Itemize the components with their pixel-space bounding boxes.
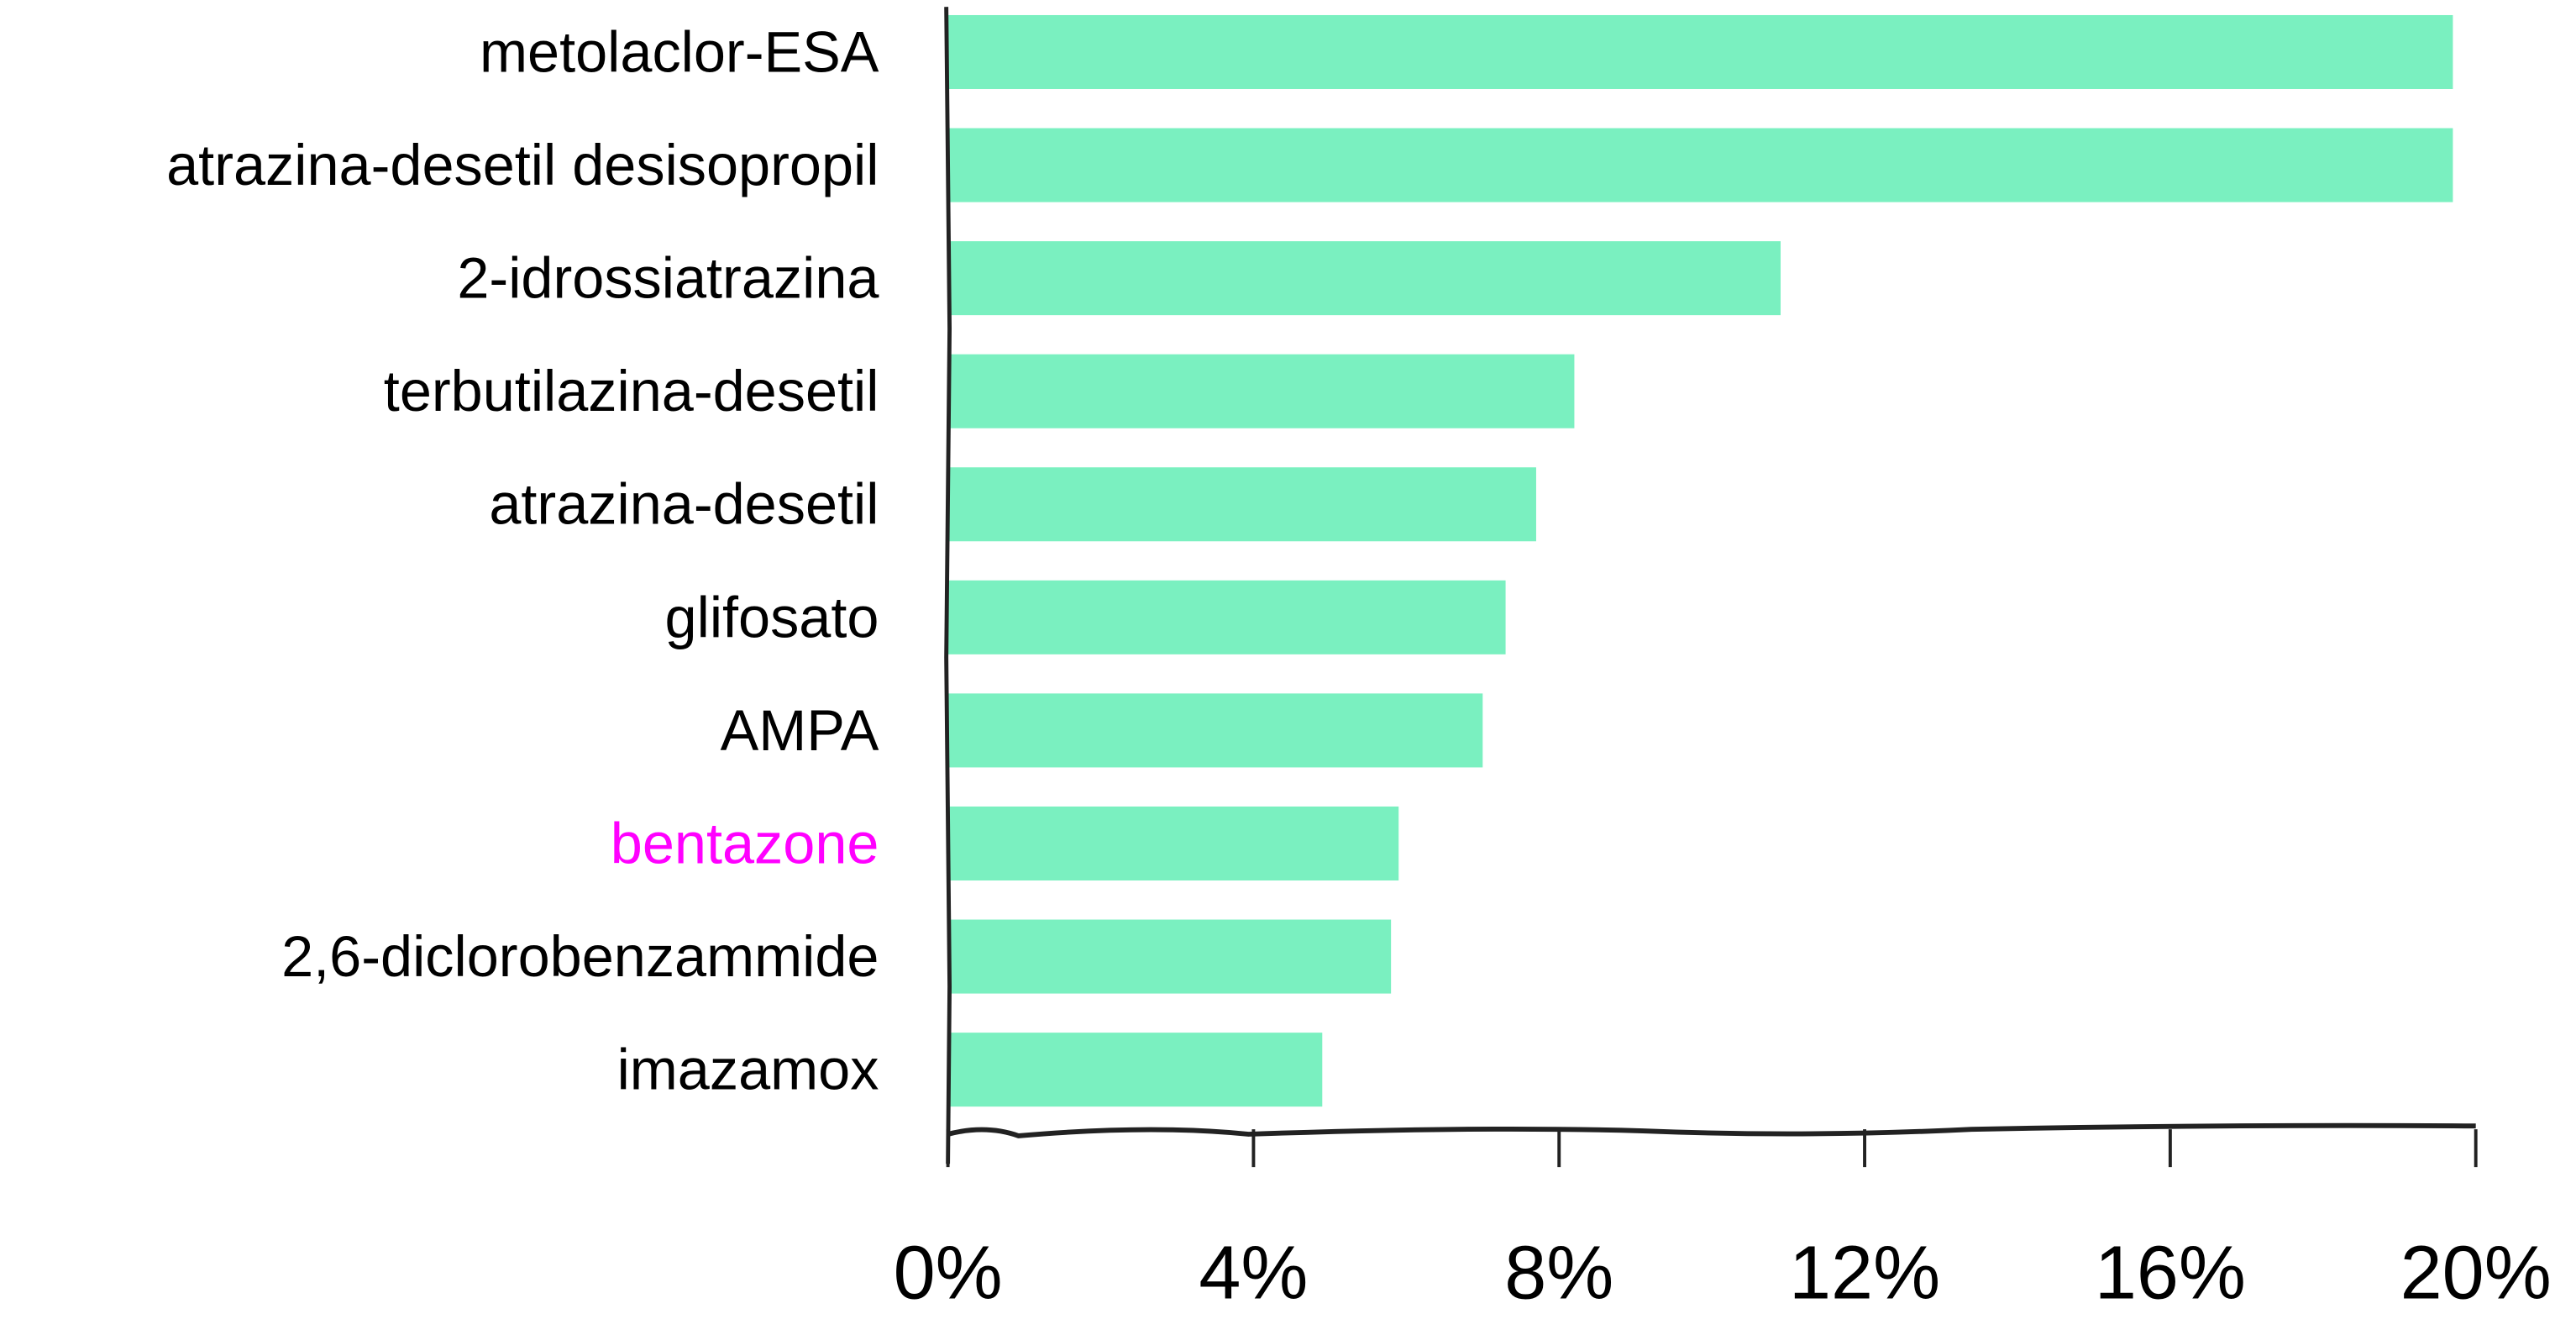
- x-tick-label: 4%: [1199, 1232, 1308, 1316]
- x-tick-label: 0%: [894, 1232, 1003, 1316]
- bar-3: [947, 354, 1575, 428]
- category-label: 2-idrossiatrazina: [457, 246, 879, 311]
- category-label: imazamox: [617, 1038, 879, 1102]
- x-axis-line: [947, 1122, 2476, 1138]
- x-tick-label: 16%: [2095, 1232, 2246, 1316]
- category-label: AMPA: [721, 698, 879, 763]
- category-label: terbutilazina-desetil: [384, 359, 879, 423]
- bar-2: [947, 241, 1781, 316]
- bar-0: [947, 14, 2453, 89]
- x-tick-label: 8%: [1504, 1232, 1613, 1316]
- category-label: 2,6-diclorobenzammide: [281, 924, 879, 989]
- category-label: bentazone: [611, 811, 879, 875]
- bar-9: [947, 1033, 1323, 1107]
- bar-6: [947, 693, 1483, 768]
- y-axis-line: [944, 7, 952, 1164]
- bar-5: [947, 580, 1506, 654]
- category-label: metolaclor-ESA: [480, 19, 879, 84]
- bar-7: [947, 806, 1399, 880]
- bar-4: [947, 467, 1536, 542]
- category-label: atrazina-desetil desisopropil: [166, 133, 879, 197]
- x-tick-label: 12%: [1789, 1232, 1940, 1316]
- bar-1: [947, 128, 2453, 202]
- category-label: atrazina-desetil: [489, 472, 879, 537]
- x-tick-label: 20%: [2400, 1232, 2552, 1316]
- bar-8: [947, 919, 1392, 994]
- category-label: glifosato: [665, 585, 879, 649]
